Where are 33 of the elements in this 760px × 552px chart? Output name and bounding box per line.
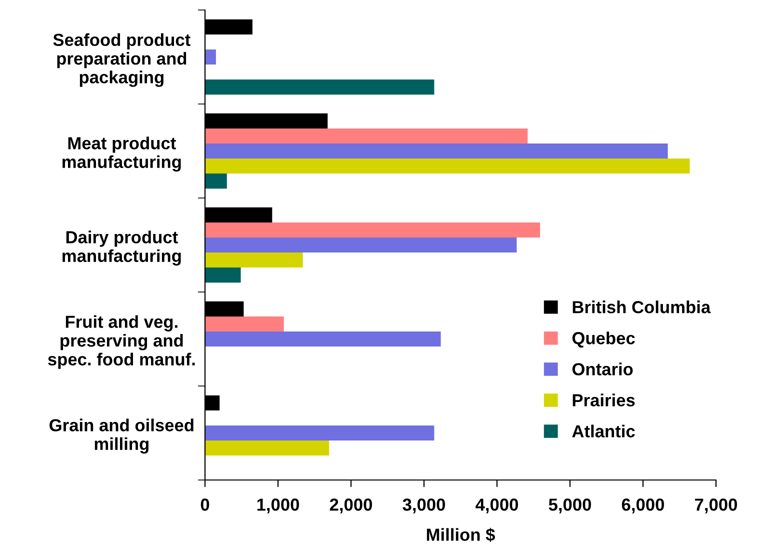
bar <box>205 425 434 441</box>
y-tick-label: Seafood product preparation and packaging <box>53 33 190 87</box>
x-tick-label: 6,000 <box>622 498 664 514</box>
bar <box>205 331 441 347</box>
bar <box>205 80 434 95</box>
bar <box>205 268 241 283</box>
x-tick-label: 2,000 <box>330 498 372 514</box>
x-axis-title: Million $ <box>426 528 495 542</box>
legend-label: Ontario <box>572 362 633 376</box>
legend-label: Atlantic <box>572 424 635 438</box>
legend-label: Prairies <box>572 394 635 406</box>
x-tick-label: 7,000 <box>695 498 738 514</box>
y-tick-label: Meat product manufacturing <box>62 136 181 172</box>
bar <box>205 158 690 174</box>
bar <box>205 222 540 238</box>
bar <box>205 143 668 159</box>
legend-label: Quebec <box>572 332 635 348</box>
bar <box>205 174 227 189</box>
bar <box>205 316 284 332</box>
y-tick-label: Grain and oilseed milling <box>50 418 194 454</box>
x-tick-label: 5,000 <box>548 498 592 514</box>
x-tick-label: 4,000 <box>476 498 518 514</box>
bar <box>205 252 303 268</box>
bar <box>205 128 528 144</box>
x-tick-label: 3,000 <box>402 498 446 514</box>
legend-label: British Columbia <box>572 300 711 314</box>
bar <box>205 237 517 253</box>
x-tick-label: 1,000 <box>257 498 300 514</box>
y-tick-label: Dairy product manufacturing <box>62 230 181 266</box>
x-tick-label: 0 <box>200 498 210 511</box>
bar <box>205 440 330 456</box>
bar <box>205 49 216 65</box>
y-tick-label: Fruit and veg. preserving and spec. food manuf. <box>48 315 195 369</box>
